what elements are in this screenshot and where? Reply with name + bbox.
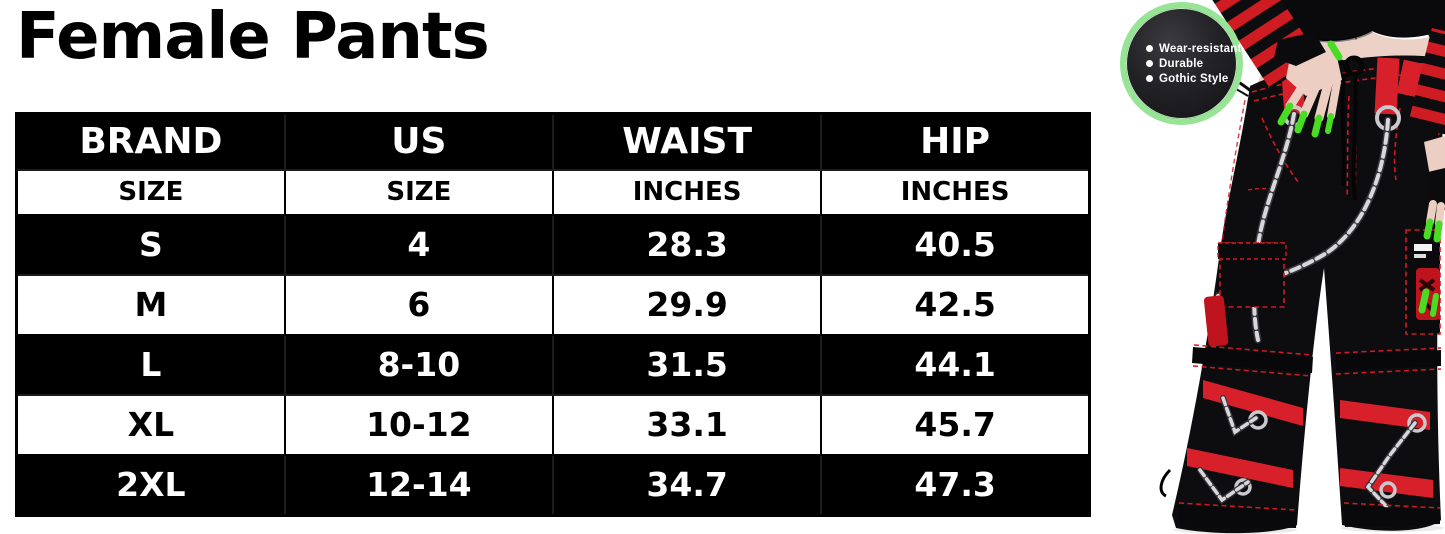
column-header-brand: BRAND [15,112,286,171]
column-subheader-waist-inches: INCHES [551,168,823,216]
column-subheader-hip-inches: INCHES [820,168,1091,216]
cell-us-size: 4 [283,213,555,276]
size-chart-table: BRAND US WAIST HIP SIZE SIZE INCHES INCH… [15,112,1091,517]
table-row-m: M 6 29.9 42.5 [15,273,1091,336]
cell-hip: 45.7 [820,393,1091,456]
cell-hip: 42.5 [820,273,1091,336]
feature-badge: Wear-resistant Durable Gothic Style [1120,2,1243,125]
cell-waist: 31.5 [551,333,823,396]
table-row-s: S 4 28.3 40.5 [15,213,1091,276]
bullet-icon [1146,60,1153,67]
cell-brand-size: M [15,273,286,336]
feature-label: Gothic Style [1159,72,1229,85]
feature-label: Durable [1159,57,1204,70]
cell-hip: 44.1 [820,333,1091,396]
cell-brand-size: 2XL [15,453,286,516]
product-photo: Wear-resistant Durable Gothic Style [1100,0,1445,534]
column-subheader-brand-size: SIZE [15,168,286,216]
feature-item: Gothic Style [1146,73,1237,85]
column-header-waist: WAIST [551,112,823,171]
cell-brand-size: L [15,333,286,396]
table-row-xl: XL 10-12 33.1 45.7 [15,393,1091,456]
cell-us-size: 8-10 [283,333,555,396]
cell-waist: 29.9 [551,273,823,336]
column-header-us: US [283,112,555,171]
bullet-icon [1146,45,1153,52]
bullet-icon [1146,75,1153,82]
page-title: Female Pants [16,0,490,74]
column-subheader-us-size: SIZE [283,168,555,216]
feature-item: Wear-resistant [1146,43,1241,55]
cell-us-size: 6 [283,273,555,336]
header-row-primary: BRAND US WAIST HIP [15,112,1091,171]
cell-brand-size: XL [15,393,286,456]
header-row-secondary: SIZE SIZE INCHES INCHES [15,168,1091,216]
feature-label: Wear-resistant [1159,42,1242,55]
model-photo-illustration [1159,0,1445,534]
column-header-hip: HIP [820,112,1091,171]
cell-us-size: 12-14 [283,453,555,516]
table-row-2xl: 2XL 12-14 34.7 47.3 [15,453,1091,516]
cell-us-size: 10-12 [283,393,555,456]
feature-item: Durable [1146,58,1237,70]
table-row-l: L 8-10 31.5 44.1 [15,333,1091,396]
cell-waist: 34.7 [551,453,823,516]
cell-brand-size: S [15,213,286,276]
cell-waist: 28.3 [551,213,823,276]
cell-hip: 40.5 [820,213,1091,276]
cell-hip: 47.3 [820,453,1091,516]
cell-waist: 33.1 [551,393,823,456]
